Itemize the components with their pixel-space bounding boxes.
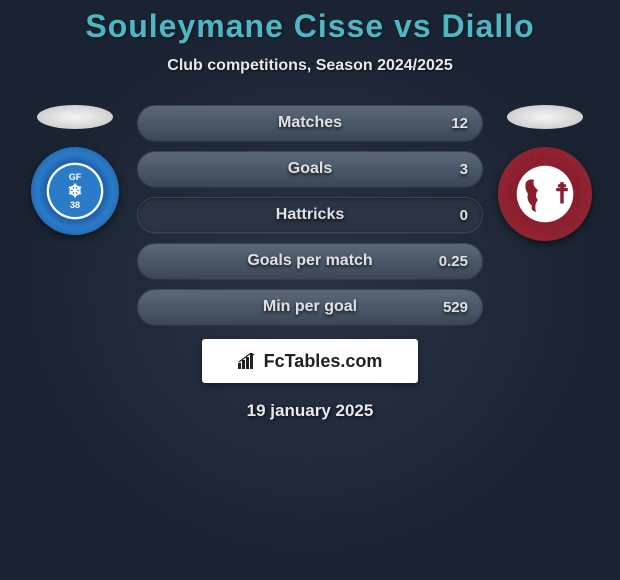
- main-row: GF ❄ 38 Matches 12 Goals 3 Hattricks 0 Goals p…: [0, 105, 620, 325]
- brand-text: FcTables.com: [264, 351, 383, 372]
- comparison-card: Souleymane Cisse vs Diallo Club competit…: [0, 0, 620, 421]
- stat-row: Min per goal 529: [137, 289, 483, 325]
- player-photo-left: [37, 105, 113, 129]
- club-badge-metz: C MET ☨: [498, 147, 592, 241]
- chart-icon: [238, 353, 258, 369]
- brand-box[interactable]: FcTables.com: [202, 339, 418, 383]
- stat-row: Hattricks 0: [137, 197, 483, 233]
- left-player-column: GF ❄ 38: [25, 105, 125, 235]
- metz-text: C MET: [498, 153, 592, 162]
- cross-icon: ☨: [554, 180, 569, 208]
- grenoble-num: 38: [70, 200, 80, 210]
- stats-column: Matches 12 Goals 3 Hattricks 0 Goals per match…: [137, 105, 483, 325]
- stat-value-right: 529: [443, 299, 468, 316]
- stat-row: Goals 3: [137, 151, 483, 187]
- stat-row: Goals per match 0.25: [137, 243, 483, 279]
- stat-row: Matches 12: [137, 105, 483, 141]
- right-player-column: C MET ☨: [495, 105, 595, 241]
- stat-value-right: 0.25: [439, 253, 468, 270]
- stat-value-right: 12: [451, 115, 468, 132]
- snowflake-icon: ❄: [67, 182, 82, 200]
- club-badge-grenoble: GF ❄ 38: [31, 147, 119, 235]
- stat-value-right: 0: [460, 207, 468, 224]
- grenoble-badge-inner: GF ❄ 38: [49, 165, 101, 217]
- stat-label: Min per goal: [263, 298, 357, 316]
- stat-label: Goals: [288, 160, 332, 178]
- date-text: 19 january 2025: [0, 401, 620, 421]
- stat-label: Matches: [278, 114, 342, 132]
- page-subtitle: Club competitions, Season 2024/2025: [0, 57, 620, 75]
- stat-value-right: 3: [460, 161, 468, 178]
- stat-label: Hattricks: [276, 206, 344, 224]
- stat-label: Goals per match: [247, 252, 372, 270]
- metz-badge-inner: ☨: [520, 174, 569, 214]
- player-photo-right: [507, 105, 583, 129]
- dragon-icon: [520, 174, 552, 214]
- page-title: Souleymane Cisse vs Diallo: [0, 8, 620, 45]
